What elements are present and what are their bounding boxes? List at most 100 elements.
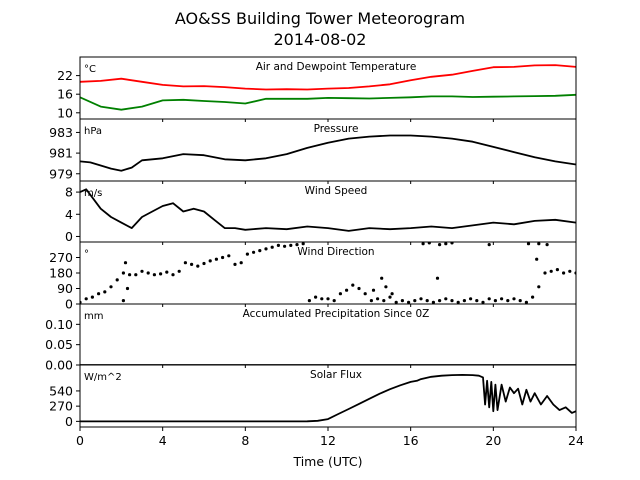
panel-4-series-2-point — [444, 242, 448, 246]
xtick-label: 20 — [485, 433, 501, 448]
panel-4-series-1-point — [103, 290, 107, 294]
panel-4-series-1-point — [431, 300, 435, 304]
panel-1-ytick-label: 16 — [57, 87, 73, 102]
panel-4-series-1-point — [487, 297, 491, 301]
panel-4-series-1-point — [444, 297, 448, 301]
panel-4-series-1-point — [500, 297, 504, 301]
panel-3-ytick-label: 0 — [65, 229, 73, 244]
xtick-label: 0 — [76, 433, 84, 448]
panel-3-series-1-line — [80, 188, 576, 232]
panel-3-title: Wind Speed — [305, 185, 368, 197]
xtick-label: 4 — [159, 433, 167, 448]
panel-4-ytick-label: 90 — [57, 281, 73, 296]
panel-1-unit-label: °C — [84, 64, 96, 75]
panel-4-series-1-point — [512, 297, 516, 301]
panel-4-series-2-point — [384, 285, 388, 289]
panel-4-series-1-point — [239, 261, 243, 265]
panel-4-series-2-point — [545, 243, 549, 247]
panel-4-series-1-point — [146, 271, 150, 275]
panel-4-series-2-point — [450, 242, 454, 245]
panel-4-series-1-point — [320, 297, 324, 301]
panel-2-ytick-label: 979 — [49, 166, 73, 181]
panel-4-series-2-point — [390, 292, 394, 296]
panel-1-ytick-label: 22 — [57, 68, 73, 83]
panel-4-series-1-point — [549, 269, 553, 273]
panel-4-series-1-point — [394, 300, 398, 304]
xtick-label: 24 — [568, 433, 584, 448]
figure-title-line2: 2014-08-02 — [274, 30, 367, 49]
panel-4-series-1-point — [90, 295, 94, 299]
panel-2-ytick-label: 981 — [49, 146, 73, 161]
panel-4-series-1-point — [307, 299, 311, 303]
panel-4-series-1-point — [518, 299, 522, 303]
xtick-label: 12 — [320, 433, 336, 448]
panel-4-series-1-point — [493, 299, 497, 303]
xtick-label: 16 — [403, 433, 419, 448]
panel-4-series-1-point — [214, 257, 218, 261]
panel-4-series-2-point — [438, 243, 442, 247]
panel-5-ytick-label: 0.00 — [45, 358, 73, 373]
panel-1-ytick-label: 10 — [57, 105, 73, 120]
panel-6-unit-label: W/m^2 — [84, 372, 122, 383]
panel-5: 0.00 0.05 0.10 mm Accumulated Precipitation … — [45, 303, 577, 373]
panel-4-series-1-point — [332, 299, 336, 303]
panel-4-series-1-point — [171, 273, 175, 277]
panel-4-series-2-point — [535, 257, 539, 261]
panel-4-series-1-point — [462, 299, 466, 303]
panel-2-series-1-line — [80, 134, 576, 172]
panel-4-series-1-point — [289, 243, 293, 247]
panel-4-series-1-point — [338, 292, 342, 296]
panel-4-series-1-point — [295, 243, 299, 247]
panel-4-series-1-point — [115, 278, 119, 282]
panel-4-series-1-point — [245, 252, 249, 256]
panel-3-unit-label: m/s — [84, 188, 102, 199]
panel-1-series-1-line — [80, 64, 576, 91]
panel-4-series-1-point — [121, 271, 125, 275]
panel-4-series-1-point — [568, 269, 572, 273]
panel-4-series-1-point — [543, 271, 547, 275]
panel-1: 10 16 22 °C Air and Dewpoint Temperature — [57, 56, 577, 122]
panel-2-ytick-label: 983 — [49, 125, 73, 140]
panel-4-series-1-point — [537, 285, 541, 289]
panel-4-series-1-point — [152, 273, 156, 277]
panel-4-series-2-point — [487, 243, 491, 247]
panel-4-series-1-point — [469, 297, 473, 301]
panel-3-ytick-label: 4 — [65, 207, 73, 222]
panel-4-series-2-point — [121, 299, 125, 303]
figure-title-line1: AO&SS Building Tower Meteorogram — [175, 9, 465, 28]
panel-6-ytick-label: 0 — [65, 414, 73, 429]
panel-5-ytick-label: 0.10 — [45, 317, 73, 332]
panel-4-series-1-point — [562, 271, 566, 275]
panel-4-series-1-point — [283, 244, 287, 248]
panel-4-series-1-point — [438, 299, 442, 303]
panel-4-series-1-point — [84, 297, 88, 301]
panel-3-ytick-label: 8 — [65, 185, 73, 200]
panel-6-title: Solar Flux — [310, 369, 362, 381]
panel-4-series-2-point — [380, 276, 384, 280]
x-axis-label: Time (UTC) — [292, 454, 362, 469]
panel-4-series-1-point — [531, 295, 535, 299]
panel-4-series-1-point — [270, 245, 274, 249]
panel-4-series-1-point — [475, 299, 479, 303]
panel-4-ytick-label: 180 — [49, 266, 73, 281]
panel-6-ytick-label: 540 — [49, 383, 73, 398]
panel-4-series-1-point — [376, 297, 380, 301]
panel-5-ytick-label: 0.05 — [45, 337, 73, 352]
panel-4-series-1-point — [252, 250, 256, 254]
xtick-label: 8 — [241, 433, 249, 448]
panel-4-series-1-point — [208, 259, 212, 263]
panel-4-series-1-point — [183, 261, 187, 265]
panel-6-ytick-label: 270 — [49, 399, 73, 414]
panel-4-series-1-point — [159, 272, 163, 276]
x-axis: 0 4 8 12 16 20 24 — [76, 433, 584, 448]
panel-4-series-1-point — [128, 273, 132, 277]
panel-2: 979 981 983 hPa Pressure — [49, 118, 577, 184]
panel-4-series-1-point — [134, 273, 138, 277]
panel-4-series-1-point — [97, 292, 101, 296]
panel-4-title: Wind Direction — [297, 246, 374, 258]
panel-4-series-1-point — [301, 242, 305, 246]
panel-4-series-1-point — [351, 283, 355, 287]
panel-4-series-1-point — [227, 254, 231, 258]
